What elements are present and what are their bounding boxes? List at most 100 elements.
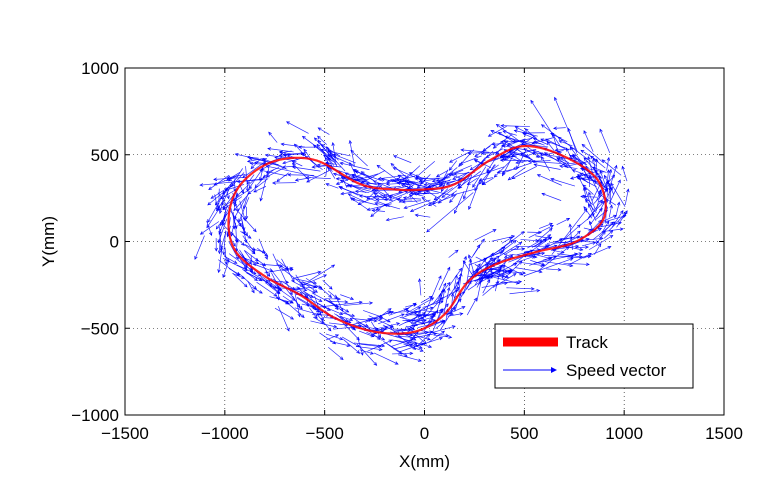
speed-vector-head: [538, 269, 543, 274]
speed-vector-shaft: [501, 240, 517, 252]
speed-vector-head: [226, 258, 230, 263]
speed-vector-head: [282, 160, 287, 165]
speed-vector-head: [441, 330, 446, 335]
speed-vector-head: [499, 158, 504, 162]
speed-vector-head: [259, 177, 263, 182]
speed-vector-head: [454, 249, 459, 254]
speed-vector-head: [428, 320, 433, 324]
speed-vector-shaft: [434, 187, 453, 200]
speed-vector-shaft: [393, 344, 413, 350]
speed-vector-head: [412, 337, 417, 341]
speed-vector-shaft: [214, 194, 219, 211]
speed-vector-shaft: [239, 200, 246, 221]
y-tick-label: −500: [81, 319, 119, 338]
speed-vector-head: [335, 177, 340, 181]
speed-vector-head: [412, 335, 417, 340]
speed-vector-shaft: [395, 335, 416, 338]
speed-vector-head: [314, 315, 318, 320]
speed-vector-shaft: [351, 198, 379, 206]
speed-vector-shaft: [258, 238, 268, 260]
speed-vector-head: [577, 230, 581, 235]
speed-vector-head: [594, 158, 599, 163]
speed-vector-head: [497, 131, 502, 136]
speed-vector-shaft: [272, 253, 293, 295]
speed-vector-head: [244, 232, 248, 237]
speed-vector-shaft: [236, 178, 255, 197]
speed-vector-shaft: [596, 172, 604, 187]
speed-vector-shaft: [377, 182, 391, 198]
speed-vector-head: [403, 353, 408, 357]
speed-vector-shaft: [240, 215, 245, 231]
speed-vector-shaft: [358, 344, 377, 366]
speed-vector-head: [602, 230, 606, 235]
speed-vector-head: [598, 228, 603, 232]
speed-vector-shaft: [250, 160, 260, 169]
speed-vector-head: [515, 160, 520, 165]
speed-vector-head: [596, 171, 600, 176]
speed-vector-head: [286, 327, 290, 332]
speed-vector-head: [303, 148, 307, 153]
speed-vector-head: [587, 155, 591, 160]
speed-vector-shaft: [444, 169, 464, 179]
speed-vector-head: [268, 131, 272, 136]
speed-vector-head: [378, 347, 383, 352]
speed-vector-head: [409, 338, 414, 342]
speed-vector-head: [405, 307, 410, 311]
speed-vector-head: [521, 247, 526, 251]
speed-vector-head: [289, 291, 293, 296]
speed-vector-shaft: [453, 275, 458, 290]
speed-vector-head: [254, 257, 259, 262]
speed-vector-head: [242, 217, 247, 222]
speed-vector-shaft: [414, 333, 437, 339]
speed-vector-head: [584, 198, 589, 203]
speed-vector-head: [279, 264, 284, 268]
speed-vector-head: [483, 257, 488, 262]
speed-vector-head: [492, 229, 497, 233]
speed-vector-head: [417, 310, 421, 315]
speed-vector-shaft: [375, 326, 388, 332]
x-tick-label: 1500: [705, 424, 743, 443]
legend-speed-vector-label: Speed vector: [566, 361, 667, 380]
speed-vector-head: [496, 170, 501, 174]
speed-vector-head: [320, 148, 325, 152]
speed-vector-shaft: [260, 276, 281, 294]
speed-vector-shaft: [449, 193, 458, 203]
speed-vector-shaft: [482, 281, 500, 296]
speed-vector-shaft: [314, 137, 346, 172]
speed-vector-shaft: [593, 158, 596, 173]
speed-vector-head: [306, 179, 311, 183]
speed-vector-head: [282, 165, 286, 169]
speed-vector-shaft: [508, 150, 533, 160]
speed-vector-head: [550, 177, 555, 182]
speed-vector-head: [626, 188, 630, 193]
speed-vector-head: [558, 238, 563, 242]
speed-vector-shaft: [216, 200, 224, 211]
speed-vector-head: [244, 239, 248, 244]
speed-vector-head: [317, 270, 322, 275]
speed-vector-head: [252, 271, 257, 275]
speed-vector-shaft: [247, 157, 265, 162]
speed-vector-head: [377, 334, 382, 339]
speed-vector-shaft: [268, 132, 278, 143]
speed-vector-shaft: [260, 160, 279, 170]
speed-vector-head: [396, 181, 401, 185]
speed-vector-head: [411, 325, 416, 329]
speed-vector-head: [289, 266, 294, 271]
speed-vector-shaft: [405, 304, 417, 308]
speed-vector-head: [233, 260, 238, 264]
speed-vector-shaft: [259, 169, 288, 177]
speed-vector-shaft: [388, 308, 409, 316]
speed-vector-head: [289, 268, 294, 272]
speed-vector-shaft: [242, 235, 256, 254]
speed-vector-shaft: [467, 280, 483, 291]
speed-vector-head: [452, 176, 457, 180]
speed-vector-shaft: [317, 301, 363, 308]
speed-vector-head: [607, 246, 612, 250]
speed-vector-shaft: [530, 259, 545, 266]
speed-vector-head: [426, 333, 431, 338]
speed-vector-shaft: [226, 171, 241, 181]
speed-vector-shaft: [345, 172, 356, 179]
x-tick-label: −500: [306, 424, 344, 443]
speed-vector-shaft: [492, 142, 506, 145]
speed-vector-head: [432, 201, 436, 205]
